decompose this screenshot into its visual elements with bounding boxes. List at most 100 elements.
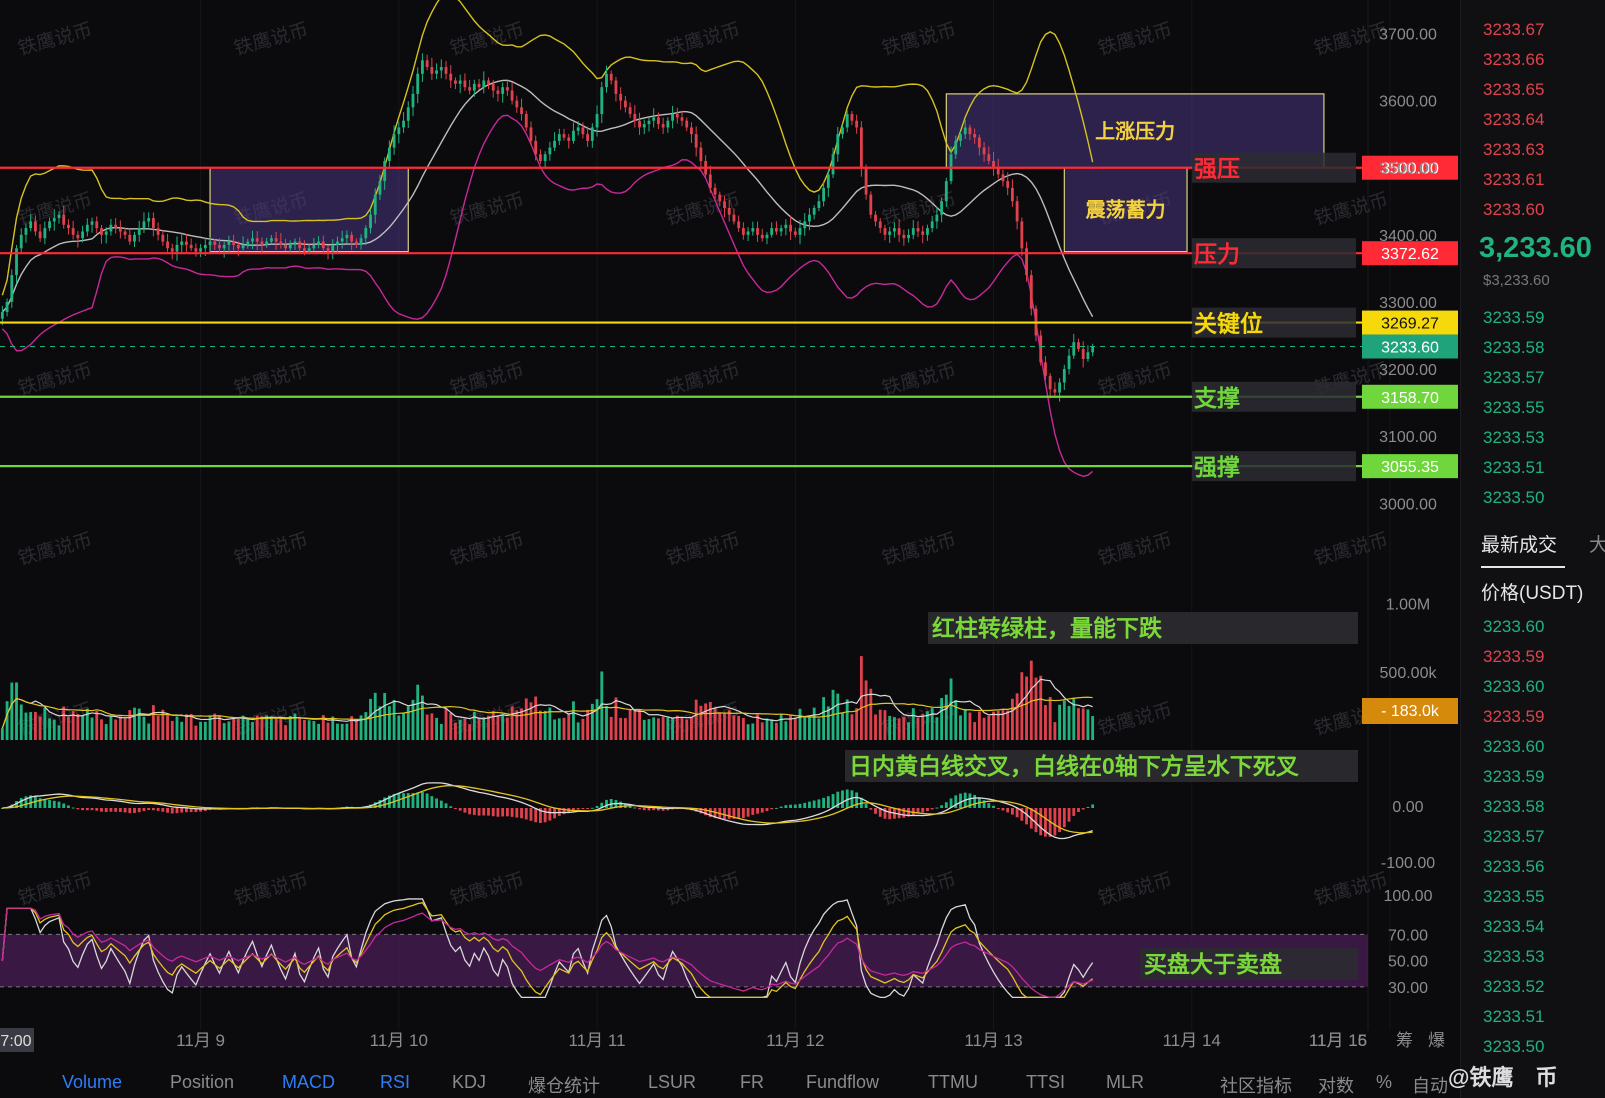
ask-row[interactable]: 3233.60	[1483, 200, 1545, 219]
bid-row[interactable]: 3233.57	[1483, 368, 1545, 387]
indicator-tab-3[interactable]: RSI	[380, 1072, 411, 1092]
bid-row[interactable]: 3233.51	[1483, 458, 1545, 477]
volume-bar	[600, 671, 604, 740]
x-axis-tick: 11月 14	[1163, 1031, 1221, 1050]
indicator-tab-6[interactable]: LSUR	[648, 1072, 697, 1092]
volume-bar	[746, 724, 750, 740]
candle	[100, 228, 103, 235]
macd-histogram-bar	[812, 800, 816, 808]
indicator-tab-10[interactable]: TTSI	[1026, 1072, 1065, 1092]
volume-bar	[892, 717, 896, 740]
candle	[147, 218, 151, 222]
bid-row[interactable]: 3233.53	[1483, 428, 1545, 447]
bid-row[interactable]: 3233.50	[1483, 488, 1545, 507]
volume-bar	[553, 719, 556, 740]
price-axis-tick: 3300.00	[1379, 295, 1437, 312]
volume-bar	[416, 684, 420, 740]
indicator-tab-8[interactable]: Fundflow	[806, 1072, 880, 1092]
volume-bar	[1058, 704, 1062, 740]
candle	[657, 117, 660, 125]
candle	[416, 73, 420, 94]
ask-row[interactable]: 3233.61	[1483, 170, 1545, 189]
level-label-bg	[1192, 152, 1356, 183]
indicator-tab-5[interactable]: 爆仓统计	[528, 1076, 600, 1096]
macd-histogram-bar	[600, 802, 604, 808]
candle	[1091, 346, 1095, 353]
macd-histogram-bar	[397, 793, 401, 808]
volume-bar	[100, 719, 103, 740]
indicator-tab-2[interactable]: MACD	[282, 1072, 335, 1092]
ask-row[interactable]: 3233.67	[1483, 20, 1545, 39]
volume-bar	[510, 706, 514, 740]
ask-row[interactable]: 3233.63	[1483, 140, 1545, 159]
volume-bar	[317, 723, 321, 740]
volume-bar	[930, 708, 934, 740]
x-axis-tick: 11月 9	[176, 1031, 225, 1050]
macd-histogram-bar	[992, 805, 995, 808]
level-label: 关键位	[1194, 311, 1263, 337]
volume-bar	[666, 717, 670, 740]
trades-tab-large[interactable]: 大	[1589, 535, 1605, 556]
indicator-tab-11[interactable]: MLR	[1106, 1072, 1145, 1092]
ask-row[interactable]: 3233.65	[1483, 80, 1545, 99]
macd-histogram-bar	[515, 808, 519, 818]
bid-row[interactable]: 3233.58	[1483, 338, 1545, 357]
indicator-tab-4[interactable]: KDJ	[452, 1072, 487, 1092]
volume-bar	[364, 712, 368, 740]
volume-bar	[52, 719, 56, 740]
indicator-tab-7[interactable]: FR	[740, 1072, 764, 1092]
macd-histogram-bar	[774, 807, 778, 809]
candle	[638, 120, 641, 128]
candle	[1067, 355, 1071, 370]
macd-histogram-bar	[142, 808, 146, 812]
candle	[1072, 342, 1076, 356]
candle	[383, 161, 387, 182]
indicator-tab-0[interactable]: Volume	[62, 1072, 123, 1092]
macd-histogram-bar	[789, 804, 792, 808]
macd-histogram-bar	[605, 799, 608, 808]
candle	[477, 83, 481, 88]
macd-axis-tick: 0.00	[1392, 799, 1423, 816]
trades-tab[interactable]: 最新成交	[1481, 535, 1558, 556]
volume-bar	[29, 712, 33, 740]
candle	[38, 231, 42, 239]
volume-bar	[1086, 709, 1090, 740]
ask-row[interactable]: 3233.66	[1483, 50, 1545, 69]
candle	[430, 67, 434, 74]
volume-bar	[260, 716, 264, 740]
volume-bar	[293, 713, 297, 740]
candle	[246, 241, 250, 245]
candle	[218, 244, 221, 249]
candle	[935, 214, 939, 222]
indicator-tab-14[interactable]: %	[1376, 1072, 1393, 1092]
volume-bar	[850, 714, 854, 740]
candle	[472, 83, 476, 91]
candle	[1062, 369, 1066, 383]
volume-bar	[557, 718, 561, 740]
indicator-tab-13[interactable]: 对数	[1318, 1076, 1354, 1096]
indicator-tab-1[interactable]: Position	[170, 1072, 235, 1092]
candle	[236, 244, 240, 249]
candle	[855, 120, 859, 128]
level-price-tag	[1362, 384, 1458, 409]
bid-row[interactable]: 3233.59	[1483, 308, 1545, 327]
indicator-tab-12[interactable]: 社区指标	[1220, 1076, 1292, 1096]
indicator-tab-15[interactable]: 自动	[1412, 1076, 1448, 1096]
x-axis-tick: 7:00	[0, 1033, 31, 1050]
candle	[723, 201, 726, 208]
volume-bar	[897, 718, 901, 740]
level-price-tag	[1362, 155, 1458, 180]
volume-bar	[959, 715, 962, 740]
ask-row[interactable]: 3233.64	[1483, 110, 1545, 129]
bid-row[interactable]: 3233.55	[1483, 398, 1545, 417]
macd-histogram-bar	[487, 808, 490, 816]
candle	[208, 241, 212, 245]
volume-bar	[265, 715, 269, 740]
macd-histogram-bar	[713, 808, 717, 819]
macd-histogram-bar	[911, 808, 915, 815]
candle	[973, 134, 977, 138]
candle	[1048, 375, 1052, 390]
volume-bar	[619, 717, 623, 740]
indicator-tab-9[interactable]: TTMU	[928, 1072, 978, 1092]
